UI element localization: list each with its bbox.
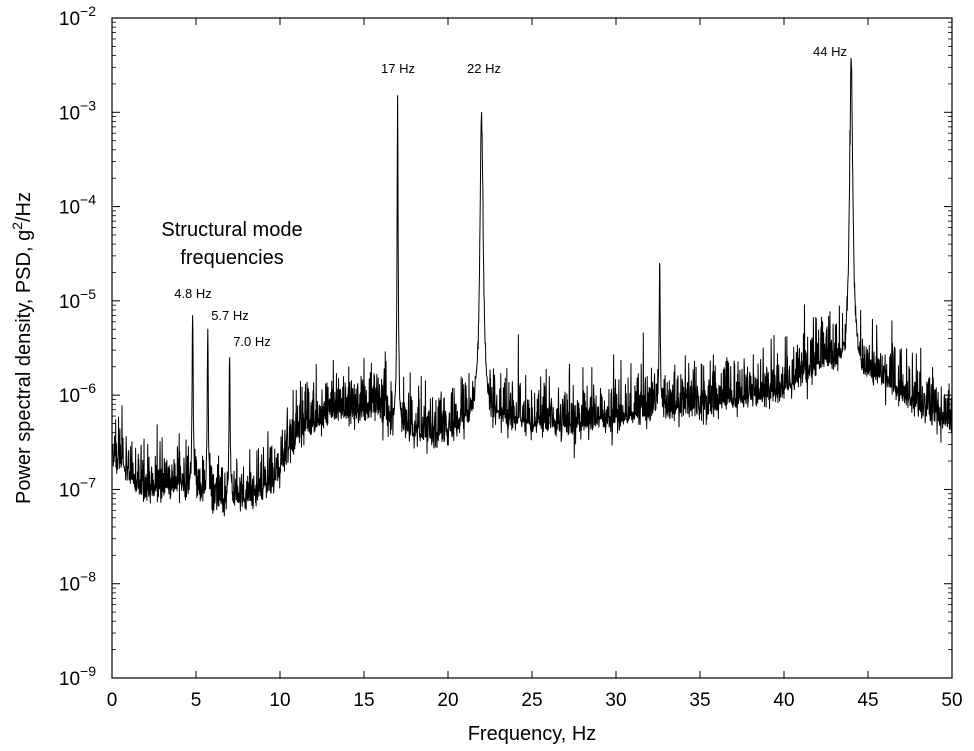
y-tick-exponent: −9 xyxy=(80,663,96,679)
y-tick-exponent: −5 xyxy=(80,286,96,302)
y-tick-exponent: −8 xyxy=(80,569,96,585)
x-tick-label: 50 xyxy=(941,690,962,711)
y-tick-base: 10 xyxy=(59,575,80,596)
y-tick-labels: 10−210−310−410−510−610−710−810−9 xyxy=(59,3,96,690)
x-tick-label: 15 xyxy=(353,690,374,711)
annotation-peak-22: 22 Hz xyxy=(467,61,501,76)
x-tick-label: 45 xyxy=(857,690,878,711)
x-tick-label: 0 xyxy=(107,690,118,711)
y-tick-base: 10 xyxy=(59,480,80,501)
y-axis-title: Power spectral density, PSD, g2/Hz xyxy=(9,192,35,504)
y-tick-exponent: −2 xyxy=(80,3,96,19)
y-tick-label: 10−6 xyxy=(59,380,96,407)
y-tick-base: 10 xyxy=(59,9,80,30)
y-tick-label: 10−3 xyxy=(59,97,96,124)
y-tick-label: 10−8 xyxy=(59,569,96,596)
x-tick-label: 30 xyxy=(605,690,626,711)
x-tick-label: 10 xyxy=(269,690,290,711)
y-tick-exponent: −6 xyxy=(80,380,96,396)
y-axis-title-tail: /Hz xyxy=(13,192,35,222)
x-tick-label: 25 xyxy=(521,690,542,711)
y-tick-base: 10 xyxy=(59,103,80,124)
y-tick-base: 10 xyxy=(59,386,80,407)
y-tick-exponent: −4 xyxy=(80,192,96,208)
x-tick-label: 20 xyxy=(437,690,458,711)
y-tick-exponent: −3 xyxy=(80,97,96,113)
annotation-peak-17: 17 Hz xyxy=(381,61,415,76)
y-axis-title-sup: 2 xyxy=(9,222,25,230)
annotation-peak-44: 44 Hz xyxy=(813,44,847,59)
y-tick-base: 10 xyxy=(59,292,80,313)
psd-series-line xyxy=(111,57,953,517)
annotation-structural-title-1: Structural mode xyxy=(161,219,302,241)
annotation-peak-5-7: 5.7 Hz xyxy=(211,308,249,323)
y-tick-base: 10 xyxy=(59,669,80,690)
y-tick-exponent: −7 xyxy=(80,474,96,490)
y-tick-label: 10−4 xyxy=(59,192,96,219)
x-axis-title: Frequency, Hz xyxy=(468,723,597,745)
y-tick-label: 10−5 xyxy=(59,286,96,313)
x-tick-labels: 0 5 10 15 20 25 30 35 40 45 50 xyxy=(107,690,963,711)
y-tick-label: 10−2 xyxy=(59,3,96,30)
y-tick-label: 10−9 xyxy=(59,663,96,690)
y-tick-label: 10−7 xyxy=(59,474,96,501)
annotation-peak-7-0: 7.0 Hz xyxy=(233,334,271,349)
y-tick-base: 10 xyxy=(59,198,80,219)
x-tick-label: 35 xyxy=(689,690,710,711)
x-tick-label: 5 xyxy=(191,690,202,711)
x-tick-label: 40 xyxy=(773,690,794,711)
ticks-layer xyxy=(111,17,953,679)
annotation-structural-title-2: frequencies xyxy=(180,247,283,269)
y-axis-title-main: Power spectral density, PSD, g xyxy=(13,230,35,504)
annotation-peak-4-8: 4.8 Hz xyxy=(174,286,212,301)
